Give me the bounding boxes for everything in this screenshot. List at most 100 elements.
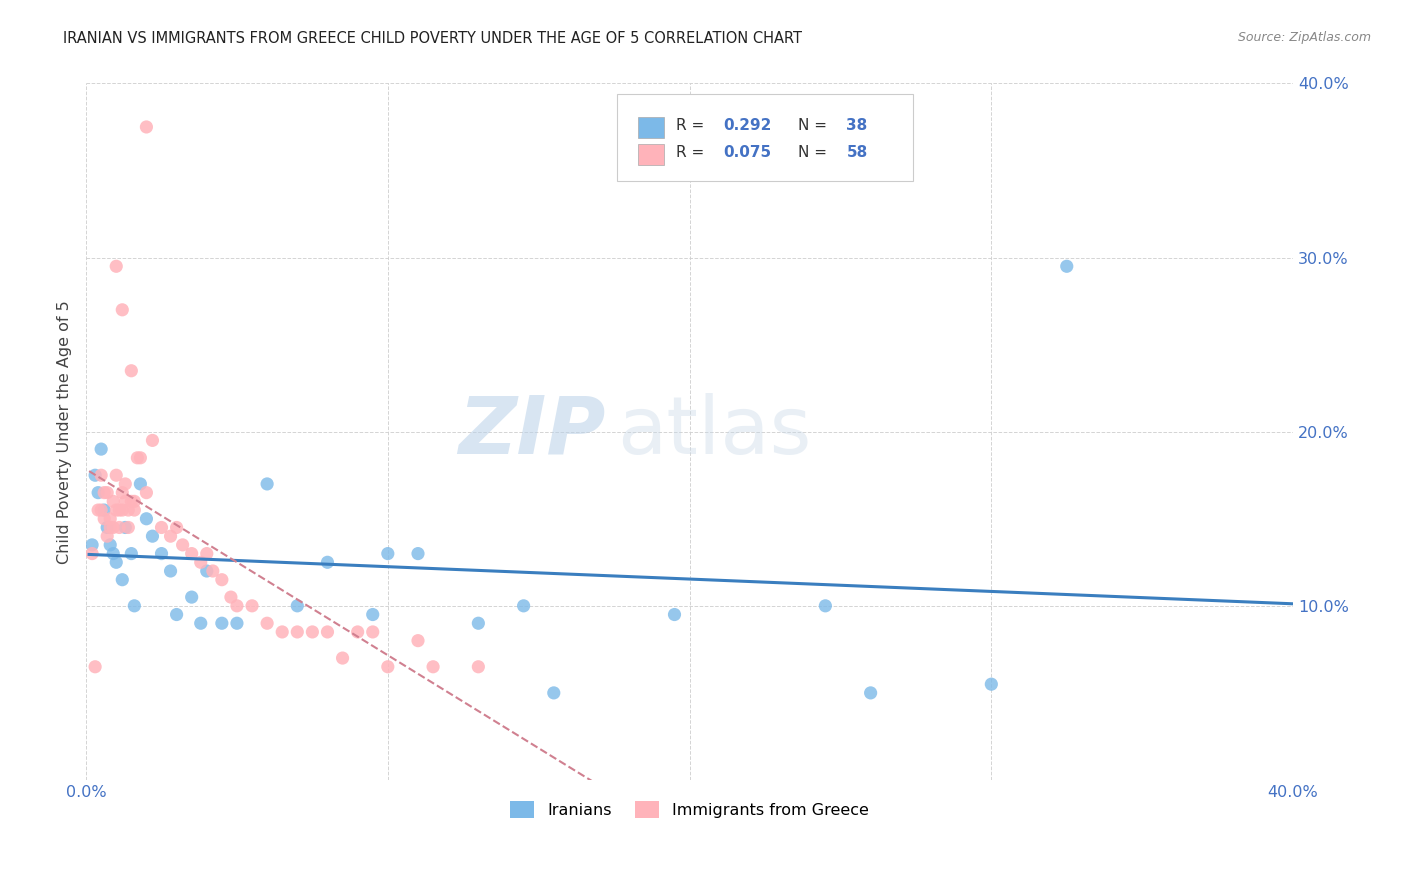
Point — [141, 529, 163, 543]
Point — [93, 512, 115, 526]
Point — [814, 599, 837, 613]
Text: N =: N = — [799, 145, 832, 160]
Text: IRANIAN VS IMMIGRANTS FROM GREECE CHILD POVERTY UNDER THE AGE OF 5 CORRELATION C: IRANIAN VS IMMIGRANTS FROM GREECE CHILD … — [63, 31, 803, 46]
Point — [346, 624, 368, 639]
Point — [129, 477, 152, 491]
Point — [172, 538, 194, 552]
Point — [90, 468, 112, 483]
Text: atlas: atlas — [617, 392, 811, 471]
Point — [135, 512, 157, 526]
Point — [240, 599, 263, 613]
Point — [406, 633, 429, 648]
Point — [135, 485, 157, 500]
Point — [859, 686, 882, 700]
Point — [114, 494, 136, 508]
Point — [195, 547, 218, 561]
Point — [93, 503, 115, 517]
Point — [98, 538, 121, 552]
Point — [93, 485, 115, 500]
Point — [211, 616, 233, 631]
Point — [271, 624, 294, 639]
Point — [190, 555, 212, 569]
Point — [105, 260, 128, 274]
Point — [129, 450, 152, 465]
Point — [120, 494, 142, 508]
Point — [166, 520, 188, 534]
Point — [285, 599, 308, 613]
Point — [159, 529, 181, 543]
Point — [135, 120, 157, 134]
Point — [980, 677, 1002, 691]
Point — [90, 503, 112, 517]
Point — [361, 607, 384, 622]
Point — [361, 624, 384, 639]
Point — [103, 494, 125, 508]
Point — [98, 520, 121, 534]
Point — [377, 547, 399, 561]
Point — [316, 555, 339, 569]
FancyBboxPatch shape — [617, 94, 912, 181]
Point — [90, 442, 112, 456]
Text: N =: N = — [799, 118, 832, 133]
Point — [180, 590, 202, 604]
Point — [159, 564, 181, 578]
Text: 38: 38 — [846, 118, 868, 133]
Point — [467, 659, 489, 673]
Point — [114, 520, 136, 534]
Point — [406, 547, 429, 561]
Point — [84, 659, 107, 673]
Text: 0.075: 0.075 — [723, 145, 772, 160]
Point — [82, 538, 104, 552]
Point — [82, 547, 104, 561]
Point — [114, 477, 136, 491]
FancyBboxPatch shape — [638, 117, 664, 137]
Point — [180, 547, 202, 561]
Point — [201, 564, 224, 578]
Point — [543, 686, 565, 700]
Y-axis label: Child Poverty Under the Age of 5: Child Poverty Under the Age of 5 — [58, 300, 72, 564]
Point — [226, 599, 249, 613]
Point — [120, 547, 142, 561]
Point — [256, 616, 278, 631]
Text: R =: R = — [676, 145, 710, 160]
Point — [108, 520, 131, 534]
Point — [84, 468, 107, 483]
Point — [166, 607, 188, 622]
Point — [111, 485, 134, 500]
Point — [96, 520, 118, 534]
Point — [190, 616, 212, 631]
Point — [285, 624, 308, 639]
Point — [108, 503, 131, 517]
Point — [141, 434, 163, 448]
Point — [124, 503, 146, 517]
Point — [96, 485, 118, 500]
Point — [105, 555, 128, 569]
Text: Source: ZipAtlas.com: Source: ZipAtlas.com — [1237, 31, 1371, 45]
Point — [117, 520, 139, 534]
FancyBboxPatch shape — [638, 144, 664, 165]
Point — [664, 607, 686, 622]
Point — [124, 599, 146, 613]
Text: 0.292: 0.292 — [723, 118, 772, 133]
Text: R =: R = — [676, 118, 710, 133]
Point — [105, 468, 128, 483]
Point — [422, 659, 444, 673]
Point — [98, 512, 121, 526]
Point — [111, 503, 134, 517]
Point — [150, 547, 173, 561]
Point — [87, 485, 110, 500]
Point — [150, 520, 173, 534]
Point — [103, 547, 125, 561]
Point — [96, 529, 118, 543]
Point — [316, 624, 339, 639]
Point — [195, 564, 218, 578]
Point — [111, 302, 134, 317]
Point — [512, 599, 534, 613]
Point — [256, 477, 278, 491]
Point — [111, 573, 134, 587]
Point — [120, 364, 142, 378]
Point — [1056, 260, 1078, 274]
Point — [226, 616, 249, 631]
Point — [127, 450, 149, 465]
Legend: Iranians, Immigrants from Greece: Iranians, Immigrants from Greece — [503, 795, 876, 824]
